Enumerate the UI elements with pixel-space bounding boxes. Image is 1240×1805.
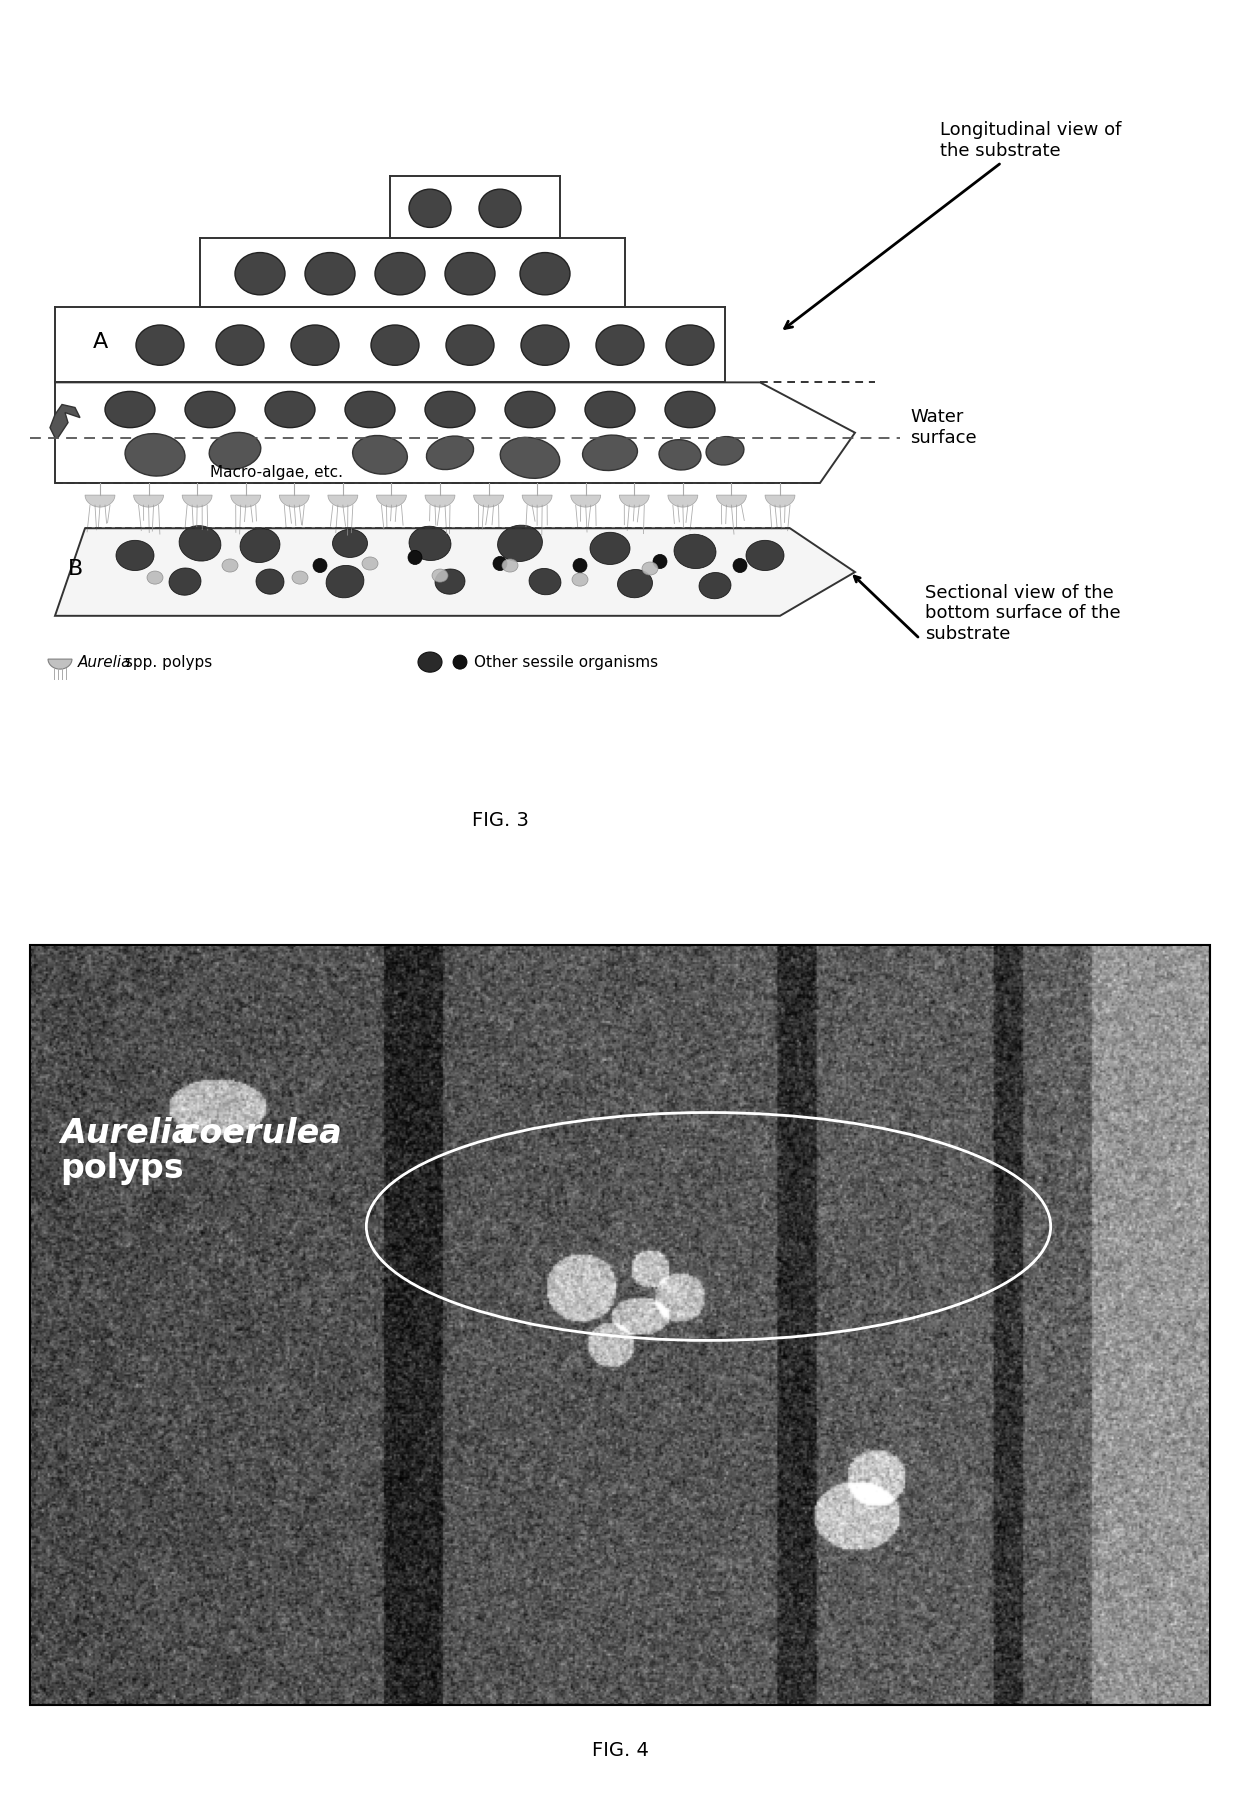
- Ellipse shape: [352, 435, 408, 475]
- Text: coerulea: coerulea: [167, 1117, 342, 1150]
- Ellipse shape: [136, 325, 184, 365]
- Ellipse shape: [291, 570, 308, 585]
- Polygon shape: [377, 495, 407, 507]
- Ellipse shape: [345, 392, 396, 428]
- Polygon shape: [86, 495, 115, 507]
- Ellipse shape: [291, 325, 339, 365]
- Circle shape: [494, 556, 507, 570]
- Polygon shape: [668, 495, 698, 507]
- Ellipse shape: [185, 392, 236, 428]
- Ellipse shape: [666, 325, 714, 365]
- Ellipse shape: [590, 532, 630, 565]
- Polygon shape: [327, 495, 358, 507]
- Ellipse shape: [675, 534, 715, 569]
- Ellipse shape: [502, 560, 518, 572]
- Circle shape: [408, 551, 422, 565]
- Polygon shape: [231, 495, 260, 507]
- Circle shape: [733, 558, 746, 572]
- Circle shape: [312, 558, 327, 572]
- Ellipse shape: [665, 392, 715, 428]
- Ellipse shape: [706, 437, 744, 466]
- Text: FIG. 3: FIG. 3: [471, 810, 528, 830]
- Ellipse shape: [618, 570, 652, 597]
- Ellipse shape: [371, 325, 419, 365]
- Ellipse shape: [746, 540, 784, 570]
- Ellipse shape: [425, 392, 475, 428]
- Text: A: A: [92, 332, 108, 352]
- Ellipse shape: [445, 253, 495, 294]
- Polygon shape: [279, 495, 309, 507]
- Ellipse shape: [529, 569, 560, 596]
- Ellipse shape: [585, 392, 635, 428]
- Text: B: B: [67, 558, 83, 579]
- Text: Sectional view of the
bottom surface of the
substrate: Sectional view of the bottom surface of …: [925, 583, 1121, 643]
- Text: polyps: polyps: [60, 1152, 184, 1186]
- Ellipse shape: [583, 435, 637, 471]
- Text: Other sessile organisms: Other sessile organisms: [474, 655, 658, 670]
- Ellipse shape: [148, 570, 162, 585]
- Ellipse shape: [497, 525, 542, 561]
- Text: Water
surface: Water surface: [910, 408, 977, 448]
- Ellipse shape: [326, 565, 363, 597]
- Ellipse shape: [572, 572, 588, 587]
- Ellipse shape: [362, 558, 378, 570]
- Ellipse shape: [222, 560, 238, 572]
- Polygon shape: [522, 495, 552, 507]
- Ellipse shape: [305, 253, 355, 294]
- Text: Aurelia: Aurelia: [78, 655, 131, 670]
- Polygon shape: [50, 404, 81, 437]
- Circle shape: [573, 558, 587, 572]
- Polygon shape: [55, 529, 856, 616]
- Ellipse shape: [332, 529, 367, 558]
- Text: spp. polyps: spp. polyps: [120, 655, 212, 670]
- Polygon shape: [134, 495, 164, 507]
- Ellipse shape: [105, 392, 155, 428]
- Ellipse shape: [432, 569, 448, 581]
- Text: Longitudinal view of
the substrate: Longitudinal view of the substrate: [785, 121, 1121, 329]
- Polygon shape: [619, 495, 650, 507]
- Ellipse shape: [658, 440, 701, 469]
- Ellipse shape: [699, 572, 730, 599]
- Ellipse shape: [505, 392, 556, 428]
- Ellipse shape: [642, 561, 658, 576]
- Text: Macro-algae, etc.: Macro-algae, etc.: [210, 466, 343, 480]
- Polygon shape: [765, 495, 795, 507]
- Ellipse shape: [427, 437, 474, 469]
- Ellipse shape: [418, 652, 441, 671]
- Polygon shape: [182, 495, 212, 507]
- Circle shape: [653, 554, 667, 569]
- Polygon shape: [48, 659, 72, 670]
- Ellipse shape: [169, 569, 201, 596]
- Ellipse shape: [500, 437, 559, 478]
- Text: FIG. 4: FIG. 4: [591, 1740, 649, 1760]
- Text: Aurelia: Aurelia: [60, 1117, 195, 1150]
- Ellipse shape: [435, 569, 465, 594]
- Circle shape: [453, 655, 467, 670]
- Ellipse shape: [236, 253, 285, 294]
- Ellipse shape: [520, 253, 570, 294]
- Ellipse shape: [521, 325, 569, 365]
- Polygon shape: [425, 495, 455, 507]
- Ellipse shape: [596, 325, 644, 365]
- Ellipse shape: [210, 433, 260, 469]
- Ellipse shape: [409, 527, 451, 561]
- Ellipse shape: [179, 525, 221, 561]
- Ellipse shape: [374, 253, 425, 294]
- Ellipse shape: [265, 392, 315, 428]
- Ellipse shape: [241, 529, 280, 563]
- Polygon shape: [717, 495, 746, 507]
- Polygon shape: [570, 495, 600, 507]
- Ellipse shape: [479, 190, 521, 227]
- Ellipse shape: [216, 325, 264, 365]
- Polygon shape: [474, 495, 503, 507]
- Ellipse shape: [446, 325, 494, 365]
- Ellipse shape: [255, 569, 284, 594]
- Ellipse shape: [125, 433, 185, 477]
- Ellipse shape: [117, 540, 154, 570]
- Ellipse shape: [409, 190, 451, 227]
